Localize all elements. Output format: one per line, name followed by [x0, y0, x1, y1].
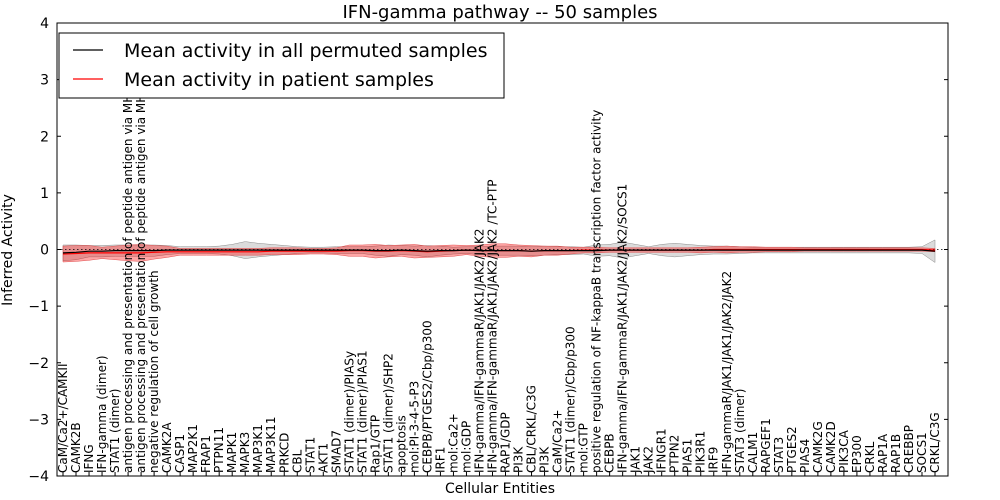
x-tick-label: STAT1	[303, 437, 317, 473]
x-tick-label: CEBPB	[603, 433, 617, 473]
x-axis-label: Cellular Entities	[445, 481, 555, 497]
x-tick-label: PIK3CA	[837, 429, 851, 473]
y-tick-label: 4	[40, 16, 49, 32]
x-tick-label: CaM/Ca2+/CAMKII	[56, 364, 70, 473]
x-tick-label: MAP3K11	[264, 416, 278, 473]
x-tick-label: SMAD7	[329, 430, 343, 473]
x-tick-label: CREBBP	[902, 425, 916, 473]
x-tick-label: antigen processing and presentation of p…	[121, 44, 135, 473]
x-tick-label: EP300	[850, 435, 864, 473]
x-tick-labels: CaM/Ca2+/CAMKII CAMK2B IFNG IFN-gamma (dime…	[56, 41, 942, 474]
x-tick-label: SOCS1	[915, 432, 929, 473]
x-tick-label: PTPN2	[668, 435, 682, 473]
legend-label-permuted: Mean activity in all permuted samples	[124, 40, 487, 62]
x-tick-label: IFN-gammaR/JAK1/JAK1/JAK2/JAK2	[720, 271, 734, 473]
x-tick-label: mol:GTP	[577, 423, 591, 473]
x-tick-label: PRKCD	[277, 433, 291, 473]
x-tick-label: mol:PI-3-4-5-P3	[407, 381, 421, 473]
x-tick-label: PIAS4	[798, 439, 812, 473]
x-tick-label: MAPK3	[238, 432, 252, 473]
y-tick-label: −2	[28, 356, 49, 372]
x-tick-label: CaM/Ca2+	[551, 409, 565, 473]
x-tick-label: CRKL	[863, 441, 877, 473]
x-tick-label: STAT1 (dimer)	[108, 389, 122, 473]
x-tick-label: PI3K	[538, 446, 552, 473]
x-tick-label: RAP1/GDP	[499, 412, 513, 473]
x-tick-label: CASP1	[173, 434, 187, 473]
y-tick-label: 1	[40, 186, 49, 202]
x-tick-label: STAT1 (dimer)/SHP2	[381, 353, 395, 473]
x-tick-label: JAK1	[629, 446, 643, 474]
x-tick-label: STAT1 (dimer)/PIASy	[342, 351, 356, 473]
x-tick-label: RAP1B	[889, 434, 903, 473]
x-tick-label: negative regulation of cell growth	[147, 270, 161, 473]
y-axis-label: Inferred Activity	[0, 194, 16, 306]
x-tick-label: PIAS1	[681, 439, 695, 473]
x-tick-label: mol:Ca2+	[446, 413, 460, 473]
permuted-mean-line	[62, 249, 936, 254]
x-tick-label: CRKL/C3G	[928, 412, 942, 473]
x-tick-label: STAT3	[772, 437, 786, 473]
x-tick-label: IFN-gamma (dimer)	[95, 355, 109, 473]
x-tick-label: JAK2	[642, 446, 656, 474]
x-tick-label: PTPN11	[212, 427, 226, 473]
x-tick-label: AKT1	[316, 443, 330, 473]
x-tick-label: FRAP1	[199, 435, 213, 473]
x-tick-label: antigen processing and presentation of p…	[134, 41, 148, 473]
x-tick-label: mol:GDP	[459, 421, 473, 473]
mean-lines	[57, 248, 948, 255]
x-tick-label: CEBPB/PTGES2/Cbp/p300	[420, 320, 434, 473]
x-tick-label: CALM1	[746, 432, 760, 473]
x-tick-label: Rap1/GTP	[368, 415, 382, 473]
x-tick-label: MAPK1	[225, 432, 239, 473]
x-tick-label: PI3K	[512, 446, 526, 473]
legend-label-patient: Mean activity in patient samples	[124, 69, 434, 91]
x-tick-label: IFN-gamma/IFN-gammaR/JAK1/JAK2/JAK2	[472, 228, 486, 473]
y-tick-label: −4	[28, 469, 49, 485]
legend-frame	[58, 32, 505, 99]
x-tick-label: RAPGEF1	[759, 418, 773, 473]
y-tick-label: −1	[28, 299, 49, 315]
legend: Mean activity in all permuted samples Me…	[58, 32, 505, 99]
x-tick-label: CBL	[290, 449, 304, 473]
x-tick-label: IFNG	[82, 444, 96, 473]
axes: 4 3 2 1 0 −1 −2 −3 −4	[28, 16, 949, 485]
y-tick-label: 0	[40, 243, 49, 259]
x-tick-label: CBL/CRKL/C3G	[525, 385, 539, 473]
x-tick-label: IRF1	[433, 447, 447, 473]
x-tick-label: positive regulation of NF-kappaB transcr…	[590, 110, 604, 473]
x-tick-label: MAP3K1	[251, 424, 265, 473]
y-tick-label: 2	[40, 129, 49, 145]
x-tick-label: IRF9	[707, 447, 721, 473]
x-tick-label: PTGES2	[785, 426, 799, 473]
y-tick-label: 3	[40, 73, 49, 89]
chart-title: IFN-gamma pathway -- 50 samples	[342, 2, 657, 23]
x-tick-label: CAMK2A	[160, 422, 174, 473]
y-tick-label: −3	[28, 412, 49, 428]
x-tick-label: CAMK2G	[811, 421, 825, 473]
x-tick-label: CAMK2B	[69, 422, 83, 473]
x-tick-label: PIK3R1	[694, 431, 708, 473]
patient-spread-band	[62, 243, 936, 263]
x-tick-label: IFN-gamma/IFN-gammaR/JAK1/JAK2/JAK2/SOCS…	[616, 184, 630, 473]
x-tick-label: IFN-gamma/IFN-gammaR/JAK1/JAK2/JAK2 /TC-…	[485, 179, 499, 473]
x-tick-label: STAT3 (dimer)	[733, 389, 747, 473]
x-tick-label: RAP1A	[876, 433, 890, 473]
x-tick-label: STAT1 (dimer)/Cbp/p300	[564, 326, 578, 473]
x-tick-label: MAP2K1	[186, 424, 200, 473]
x-tick-label: CAMK2D	[824, 421, 838, 473]
x-tick-label: apoptosis	[394, 415, 408, 473]
x-tick-label: STAT1 (dimer)/PIAS1	[355, 350, 369, 473]
x-tick-label: IFNGR1	[655, 428, 669, 473]
